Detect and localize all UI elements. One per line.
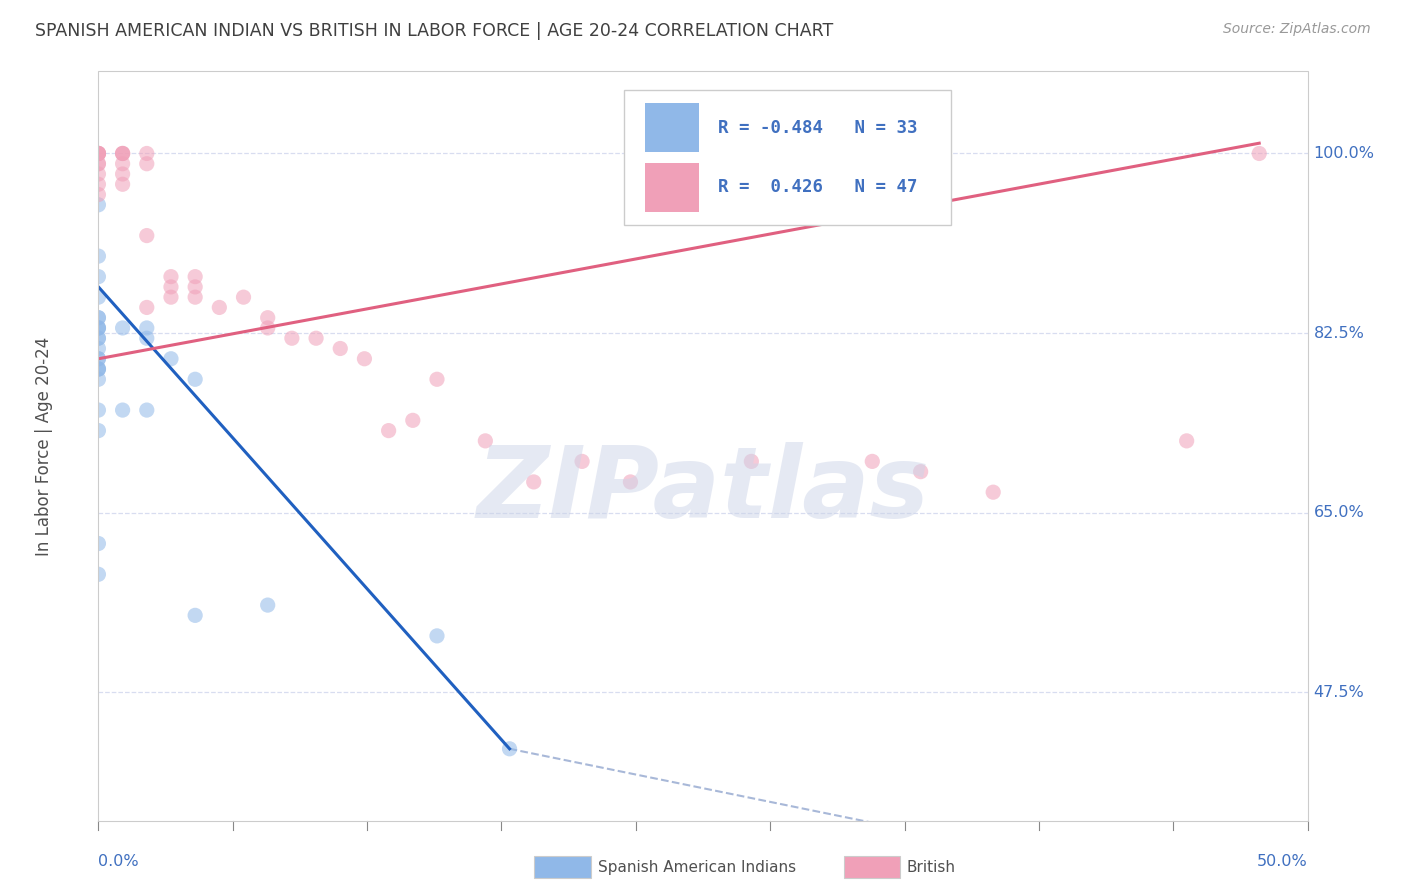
Point: [135, 157, 157, 171]
Point: [1175, 434, 1198, 448]
Text: SPANISH AMERICAN INDIAN VS BRITISH IN LABOR FORCE | AGE 20-24 CORRELATION CHART: SPANISH AMERICAN INDIAN VS BRITISH IN LA…: [35, 22, 834, 40]
Point: [256, 321, 278, 335]
Point: [860, 454, 883, 468]
Point: [87, 290, 110, 304]
Point: [87, 167, 110, 181]
Point: [87, 198, 110, 212]
Text: ZIPatlas: ZIPatlas: [477, 442, 929, 540]
Point: [184, 608, 207, 623]
Text: British: British: [907, 860, 956, 874]
Point: [111, 146, 134, 161]
Point: [474, 434, 496, 448]
Point: [111, 167, 134, 181]
Point: [87, 351, 110, 366]
Point: [87, 362, 110, 376]
Point: [111, 157, 134, 171]
Text: R = -0.484   N = 33: R = -0.484 N = 33: [717, 119, 917, 136]
Point: [87, 362, 110, 376]
FancyBboxPatch shape: [645, 103, 699, 152]
Point: [256, 598, 278, 612]
Point: [184, 269, 207, 284]
Point: [87, 342, 110, 356]
FancyBboxPatch shape: [624, 90, 950, 225]
Point: [232, 290, 254, 304]
Point: [1249, 146, 1271, 161]
Text: Source: ZipAtlas.com: Source: ZipAtlas.com: [1223, 22, 1371, 37]
Point: [910, 465, 932, 479]
Point: [87, 157, 110, 171]
Point: [426, 629, 449, 643]
Point: [305, 331, 328, 345]
Point: [87, 310, 110, 325]
Point: [87, 146, 110, 161]
Point: [87, 362, 110, 376]
Point: [111, 146, 134, 161]
Point: [111, 403, 134, 417]
Point: [740, 454, 762, 468]
Point: [426, 372, 449, 386]
Point: [160, 290, 183, 304]
Point: [87, 146, 110, 161]
Point: [329, 342, 352, 356]
Point: [619, 475, 641, 489]
Text: 47.5%: 47.5%: [1313, 685, 1364, 700]
Point: [135, 146, 157, 161]
Point: [87, 536, 110, 550]
Point: [87, 321, 110, 335]
Text: R =  0.426   N = 47: R = 0.426 N = 47: [717, 178, 917, 196]
Point: [981, 485, 1004, 500]
Point: [135, 403, 157, 417]
Point: [87, 331, 110, 345]
Point: [111, 321, 134, 335]
Text: 65.0%: 65.0%: [1313, 505, 1364, 520]
Point: [87, 372, 110, 386]
Text: In Labor Force | Age 20-24: In Labor Force | Age 20-24: [35, 336, 53, 556]
Point: [135, 228, 157, 243]
Point: [135, 321, 157, 335]
Point: [281, 331, 304, 345]
Point: [208, 301, 231, 315]
Point: [87, 269, 110, 284]
Point: [160, 351, 183, 366]
Point: [184, 290, 207, 304]
Point: [135, 331, 157, 345]
Point: [87, 321, 110, 335]
FancyBboxPatch shape: [645, 163, 699, 212]
Point: [87, 321, 110, 335]
Point: [87, 331, 110, 345]
Point: [87, 146, 110, 161]
Point: [160, 269, 183, 284]
Point: [111, 178, 134, 192]
Point: [135, 301, 157, 315]
Point: [353, 351, 375, 366]
Text: 100.0%: 100.0%: [1313, 146, 1375, 161]
Text: 0.0%: 0.0%: [98, 855, 139, 870]
Point: [87, 567, 110, 582]
Point: [87, 249, 110, 263]
Point: [377, 424, 399, 438]
Point: [87, 178, 110, 192]
Text: Spanish American Indians: Spanish American Indians: [598, 860, 796, 874]
Point: [87, 157, 110, 171]
Point: [87, 146, 110, 161]
Point: [571, 454, 593, 468]
Point: [498, 741, 520, 756]
Point: [111, 146, 134, 161]
Text: 50.0%: 50.0%: [1257, 855, 1308, 870]
Point: [87, 424, 110, 438]
Point: [87, 187, 110, 202]
Point: [523, 475, 546, 489]
Point: [87, 310, 110, 325]
Point: [87, 146, 110, 161]
Point: [87, 351, 110, 366]
Point: [87, 403, 110, 417]
Point: [184, 372, 207, 386]
Point: [160, 280, 183, 294]
Point: [256, 310, 278, 325]
Point: [184, 280, 207, 294]
Text: 82.5%: 82.5%: [1313, 326, 1364, 341]
Point: [402, 413, 425, 427]
